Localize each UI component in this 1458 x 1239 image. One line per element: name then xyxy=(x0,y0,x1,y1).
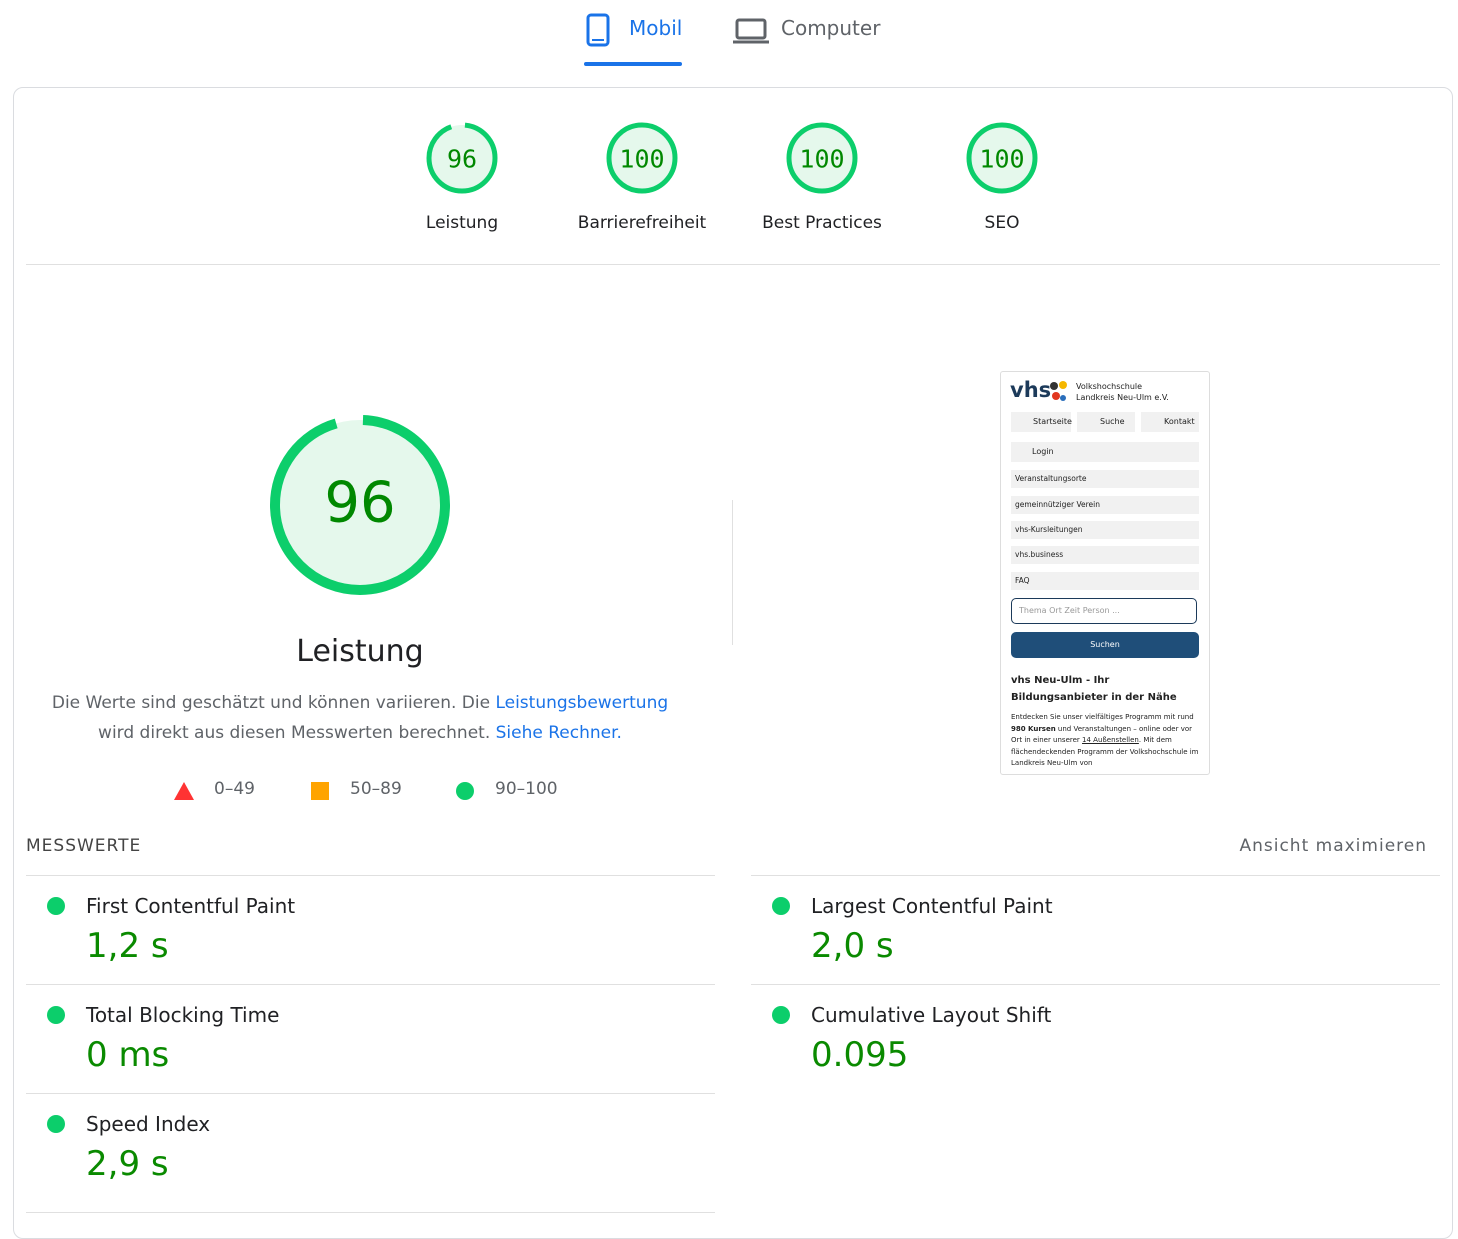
text: . Mit dem flächendeckenden Programm der … xyxy=(1011,736,1199,767)
metric-name: Cumulative Layout Shift xyxy=(811,1003,1052,1027)
link[interactable]: Siehe Rechner. xyxy=(495,723,622,743)
metric-name: First Contentful Paint xyxy=(86,894,296,918)
status-dot xyxy=(772,1006,790,1024)
login-button[interactable] xyxy=(1011,442,1199,462)
preview-paragraph: Entdecken Sie unser vielfältiges Program… xyxy=(1011,712,1199,770)
link[interactable]: 14 Außenstellen xyxy=(1082,736,1139,744)
phone-icon xyxy=(586,13,610,47)
score-gauge: 100 xyxy=(966,122,1038,194)
score-label: Leistung xyxy=(425,213,499,233)
legend-label: 50–89 xyxy=(350,779,402,799)
gauge-arc xyxy=(966,122,1038,194)
gauge-bg xyxy=(429,125,495,191)
score-value: 96 xyxy=(447,145,477,174)
search-input[interactable] xyxy=(1011,598,1197,624)
main-score: 96 xyxy=(324,471,395,536)
score-gauge: 100 xyxy=(606,122,678,194)
metric-value: 2,0 s xyxy=(811,926,894,966)
gauge-arc xyxy=(270,415,450,595)
metric-value: 2,9 s xyxy=(86,1144,169,1184)
tab-computer[interactable]: Computer xyxy=(781,16,881,40)
main-title: Leistung xyxy=(296,634,424,669)
main-gauge: 96 xyxy=(270,415,450,595)
description: Die Werte sind geschätzt und können vari… xyxy=(40,688,680,748)
divider xyxy=(26,984,715,985)
menu-item[interactable]: gemeinnütziger Verein xyxy=(1011,496,1199,514)
logo-dots xyxy=(1050,381,1067,401)
expand-toggle[interactable]: Ansicht maximieren xyxy=(1239,836,1427,856)
status-dot xyxy=(47,897,65,915)
laptop-icon xyxy=(733,18,769,44)
status-dot xyxy=(47,1006,65,1024)
legend-circle xyxy=(456,782,474,800)
gauge-bg xyxy=(969,125,1035,191)
metric-value: 1,2 s xyxy=(86,926,169,966)
search-button[interactable]: Suchen xyxy=(1011,632,1199,658)
preview-heading: vhs Neu-Ulm - Ihr Bildungsanbieter in de… xyxy=(1011,675,1177,703)
divider xyxy=(26,1212,715,1213)
metric-name: Total Blocking Time xyxy=(86,1003,280,1027)
login-label: Login xyxy=(1032,447,1054,456)
score-gauge: 100 xyxy=(786,122,858,194)
nav-label: Startseite xyxy=(1033,417,1072,426)
metric-value: 0.095 xyxy=(811,1035,909,1075)
metric-value: 0 ms xyxy=(86,1035,170,1075)
divider xyxy=(26,264,1440,265)
status-dot xyxy=(772,897,790,915)
text: und Veranstaltungen – online oder vor Or… xyxy=(1011,724,1193,745)
search-placeholder: Thema Ort Zeit Person ... xyxy=(1019,606,1120,615)
legend-triangle xyxy=(174,782,194,800)
score-label: SEO xyxy=(984,213,1020,233)
score-gauge: 96 xyxy=(426,122,498,194)
nav-label: Suche xyxy=(1100,417,1125,426)
divider xyxy=(26,875,715,876)
status-dot xyxy=(47,1115,65,1133)
logo: vhs xyxy=(1010,378,1052,402)
nav-button[interactable] xyxy=(1141,412,1199,432)
gauge-bg xyxy=(275,420,445,590)
tab-mobil[interactable]: Mobil xyxy=(629,16,683,40)
metrics-header: MESSWERTE xyxy=(26,836,142,856)
divider xyxy=(732,500,733,645)
org-name: Landkreis Neu-Ulm e.V. xyxy=(1076,393,1169,402)
score-value: 100 xyxy=(979,145,1024,174)
page-screenshot: vhs Volkshochschule Landkreis Neu-Ulm e.… xyxy=(1000,371,1210,775)
text: Entdecken Sie unser vielfältiges Program… xyxy=(1011,713,1194,721)
gauge-arc xyxy=(606,122,678,194)
desc-text: Die Werte sind geschätzt und können vari… xyxy=(51,693,496,713)
org-name: Volkshochschule xyxy=(1076,382,1143,391)
gauge-bg xyxy=(609,125,675,191)
score-label: Best Practices xyxy=(762,213,882,233)
metric-name: Largest Contentful Paint xyxy=(811,894,1053,918)
nav-label: Kontakt xyxy=(1164,417,1195,426)
nav-button[interactable] xyxy=(1011,412,1071,432)
menu-item[interactable]: vhs-Kursleitungen xyxy=(1011,521,1199,539)
tab-indicator xyxy=(584,62,682,66)
metric-name: Speed Index xyxy=(86,1112,211,1136)
legend-square xyxy=(311,782,329,800)
link[interactable]: Leistungsbewertung xyxy=(495,693,669,713)
gauge-arc xyxy=(786,122,858,194)
divider xyxy=(26,1093,715,1094)
legend-label: 0–49 xyxy=(214,779,255,799)
divider xyxy=(751,875,1440,876)
text: 980 Kursen xyxy=(1011,724,1056,733)
menu-item[interactable]: vhs.business xyxy=(1011,546,1199,564)
legend-label: 90–100 xyxy=(495,779,558,799)
score-value: 100 xyxy=(799,145,844,174)
gauge-bg xyxy=(789,125,855,191)
nav-button[interactable] xyxy=(1077,412,1135,432)
gauge-arc xyxy=(426,122,498,194)
score-label: Barrierefreiheit xyxy=(577,213,707,233)
menu-item[interactable]: FAQ xyxy=(1011,572,1199,590)
score-value: 100 xyxy=(619,145,664,174)
desc-text: wird direkt aus diesen Messwerten berech… xyxy=(98,723,496,743)
menu-item[interactable]: Veranstaltungsorte xyxy=(1011,470,1199,488)
divider xyxy=(751,984,1440,985)
